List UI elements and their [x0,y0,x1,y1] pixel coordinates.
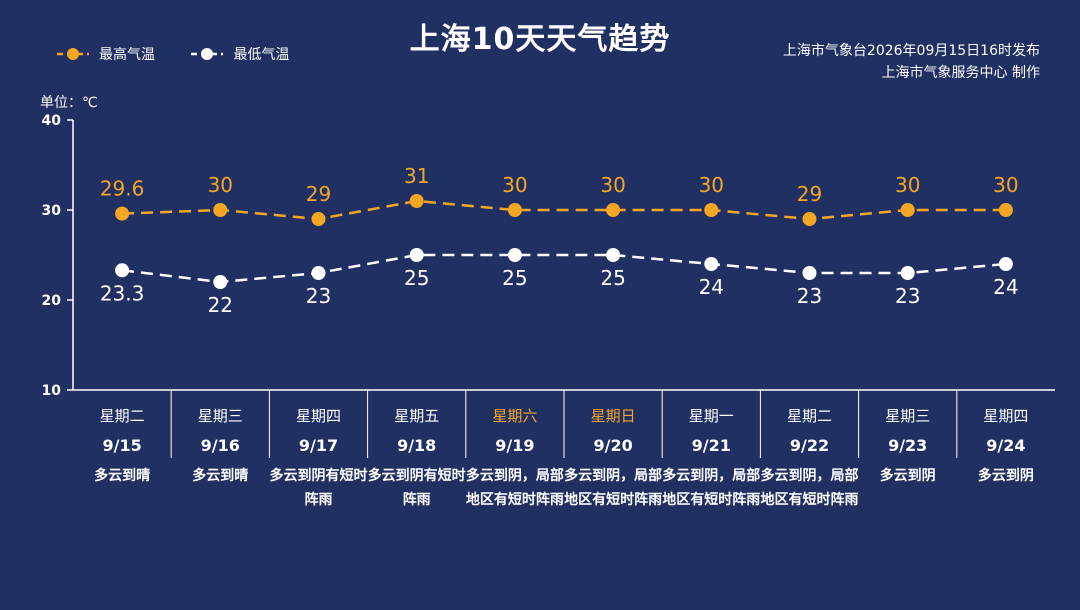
weather-label: 多云到阴有短时 [368,467,466,484]
weekday-label: 星期四 [983,407,1028,425]
data-label-high: 31 [404,164,429,188]
weekday-label: 星期四 [296,407,341,425]
weather-label: 地区有短时阵雨 [761,491,859,508]
weekday-label: 星期二 [100,407,145,425]
series-line-high [122,199,1006,221]
data-label-low: 23 [797,284,822,308]
data-label-low: 23.3 [100,281,145,305]
weather-label: 地区有短时阵雨 [662,491,760,508]
data-point-low [802,266,817,280]
legend-low-marker-icon [191,48,224,60]
data-label-low: 25 [502,266,527,290]
data-label-high: 30 [502,173,527,197]
data-label-high: 29 [797,182,822,206]
date-label: 9/24 [986,436,1025,455]
legend-low: 最低气温 [189,44,289,64]
data-label-high: 29 [306,182,331,206]
legend-high-marker-icon [57,48,89,60]
date-label: 9/20 [593,436,632,455]
data-label-low: 24 [699,275,724,299]
weather-label: 多云到阴，局部 [564,467,662,484]
data-label-low: 23 [895,284,920,308]
data-label-low: 25 [404,266,429,290]
y-tick-label: 10 [42,383,62,399]
data-point-high [606,203,621,217]
weather-label: 多云到晴 [192,467,248,484]
data-point-high [998,203,1013,217]
weather-label: 多云到阴 [880,467,936,484]
weekday-label: 星期一 [689,407,734,425]
weekday-label: 星期三 [198,407,243,425]
y-tick-label: 30 [42,203,62,219]
weather-label: 多云到阴有短时 [270,467,368,484]
data-point-high [704,203,719,217]
source-line-1: 上海市气象台2026年09月15日16时发布 [782,43,1040,59]
data-label-high: 30 [208,173,233,197]
data-label-high: 30 [600,173,625,197]
date-label: 9/15 [102,436,141,455]
date-label: 9/19 [495,436,534,455]
legend-high-label: 最高气温 [99,47,155,63]
y-tick-label: 40 [42,113,62,129]
data-point-low [409,248,424,262]
data-label-high: 30 [895,173,920,197]
data-point-high [802,212,817,226]
page-title: 上海10天天气趋势 [409,22,671,57]
legend-high: 最高气温 [55,44,155,64]
data-point-high [311,212,326,226]
data-label-low: 24 [993,275,1018,299]
data-point-low [998,257,1013,271]
data-point-low [606,248,621,262]
data-point-high [115,206,130,221]
data-point-low [507,248,522,262]
weather-label: 地区有短时阵雨 [466,491,564,508]
series-line-low [121,253,1007,284]
weather-label: 阵雨 [305,491,333,508]
unit-label: 单位：℃ [40,95,98,111]
data-label-low: 25 [600,266,625,290]
date-label: 9/18 [397,436,436,455]
date-label: 9/21 [692,436,731,455]
data-point-low [213,275,228,289]
data-label-low: 23 [306,284,331,308]
data-point-high [213,203,228,217]
data-label-low: 22 [208,293,233,317]
weekday-label: 星期二 [787,407,832,425]
data-label-high: 30 [699,173,724,197]
data-label-high: 29.6 [100,177,145,201]
weather-label: 多云到阴，局部 [761,467,859,484]
weather-label: 阵雨 [403,491,431,508]
date-label: 9/17 [299,436,338,455]
weekday-label: 星期三 [885,407,930,425]
date-label: 9/23 [888,436,927,455]
weather-label: 多云到晴 [94,467,150,484]
y-tick-label: 20 [42,293,62,309]
data-point-low [704,257,719,271]
data-point-low [900,266,915,280]
weather-label: 多云到阴 [978,467,1034,484]
data-point-high [507,203,522,217]
legend-low-label: 最低气温 [233,47,290,63]
data-point-low [115,263,130,278]
data-point-high [409,194,424,208]
weather-label: 多云到阴，局部 [466,467,564,484]
weather-label: 多云到阴，局部 [662,467,760,484]
source-line-2: 上海市气象服务中心 制作 [881,65,1040,81]
source-info: 上海市气象台2026年09月15日16时发布 上海市气象服务中心 制作 [783,40,1040,84]
data-point-high [900,203,915,217]
weekday-label: 星期六 [492,407,537,425]
legend: 最高气温 最低气温 [55,44,319,66]
data-point-low [311,266,326,280]
weather-label: 地区有短时阵雨 [564,491,662,508]
date-label: 9/22 [790,436,829,455]
data-label-high: 30 [993,173,1018,197]
weekday-label: 星期日 [591,407,636,425]
weekday-label: 星期五 [394,407,439,425]
date-label: 9/16 [201,436,240,455]
